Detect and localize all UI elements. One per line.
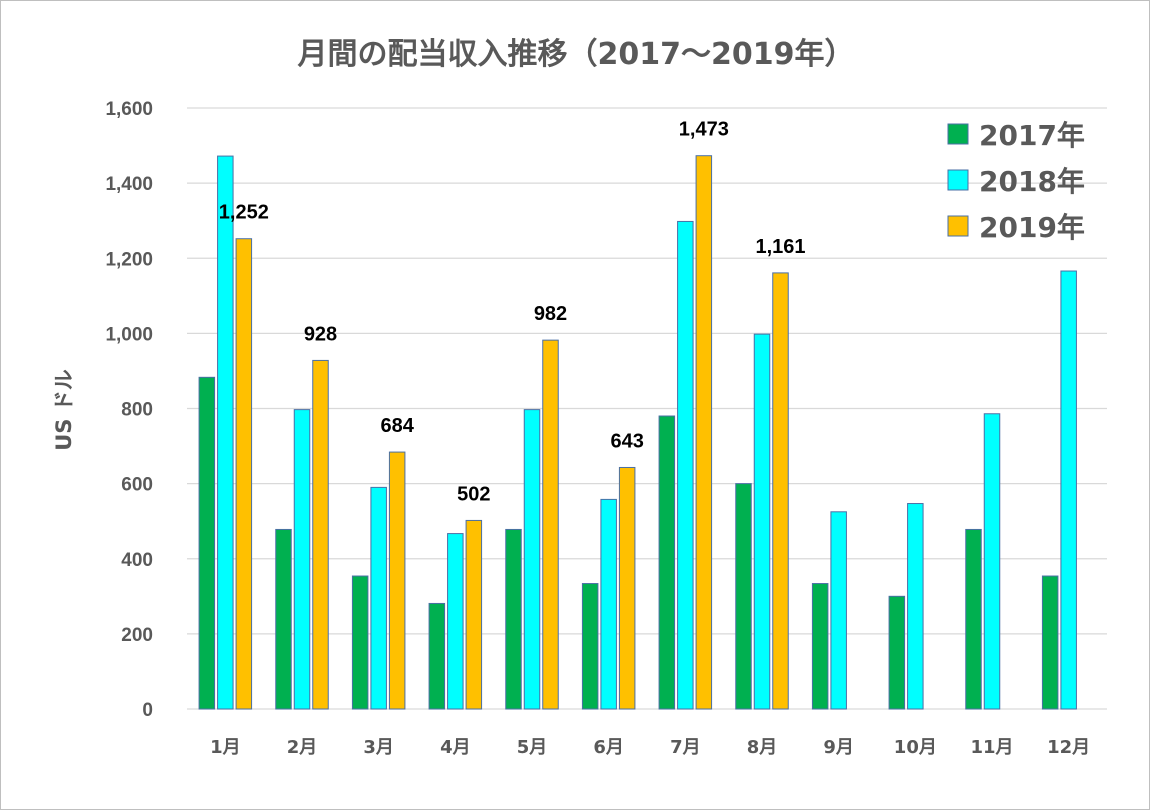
bar	[217, 155, 234, 710]
bar	[753, 333, 771, 710]
x-tick-label: 11月	[970, 737, 1013, 758]
data-labels: 1,252 928 684 502 982 643 1,473 1,161	[219, 119, 806, 506]
bar	[312, 359, 329, 710]
x-tick-label: 10月	[894, 737, 937, 758]
bar	[235, 238, 253, 710]
x-tick-label: 1月	[210, 737, 241, 758]
bar	[888, 595, 906, 710]
data-label: 1,252	[219, 202, 269, 224]
y-tick-label: 1,600	[105, 99, 153, 120]
bar	[830, 511, 847, 710]
x-tick-label: 7月	[670, 737, 701, 758]
legend-swatch	[947, 215, 969, 237]
x-tick-label: 12月	[1047, 737, 1090, 758]
y-tick-label: 400	[121, 550, 153, 571]
bar	[447, 533, 464, 710]
x-tick-label: 2月	[287, 737, 318, 758]
bar	[581, 583, 599, 710]
x-tick-label: 6月	[593, 737, 624, 758]
data-label: 982	[534, 303, 567, 325]
y-tick-label: 0	[142, 700, 153, 721]
x-tick-label: 8月	[747, 737, 778, 758]
bar	[677, 220, 694, 710]
bar	[735, 483, 752, 710]
bar	[965, 528, 982, 710]
y-tick-label: 1,000	[105, 324, 153, 345]
legend-label: 2018年	[979, 165, 1085, 198]
y-axis-ticks: 0 200 400 600 800 1,000 1,200 1,400 1,600	[105, 99, 153, 721]
bar	[772, 272, 789, 710]
legend-swatch	[947, 169, 969, 191]
bar	[811, 583, 829, 710]
bar	[505, 528, 522, 710]
bar	[1041, 575, 1059, 710]
legend-label: 2019年	[979, 211, 1085, 244]
bar	[465, 519, 483, 710]
bar	[600, 498, 617, 710]
gridlines	[187, 107, 1107, 710]
legend: 2017年 2018年 2019年	[947, 119, 1085, 244]
bar	[542, 339, 559, 710]
x-tick-label: 9月	[823, 737, 854, 758]
bar	[370, 486, 387, 710]
bar	[983, 413, 1001, 710]
bars	[198, 155, 1077, 710]
data-label: 502	[457, 483, 490, 505]
bar	[695, 155, 713, 710]
legend-swatch	[947, 123, 969, 145]
y-tick-label: 1,400	[105, 174, 153, 195]
bar	[293, 409, 311, 710]
x-tick-label: 5月	[517, 737, 548, 758]
x-axis-ticks: 1月 2月 3月 4月 5月 6月 7月 8月 9月 10月 11月 12月	[210, 737, 1090, 758]
data-label: 1,161	[755, 236, 805, 258]
chart-title: 月間の配当収入推移（2017〜2019年）	[298, 37, 855, 72]
bar	[523, 409, 541, 710]
x-tick-label: 3月	[363, 737, 394, 758]
bar	[658, 415, 676, 710]
bar	[351, 575, 369, 710]
data-label: 643	[610, 430, 643, 452]
y-tick-label: 800	[121, 400, 153, 421]
data-label: 1,473	[679, 119, 729, 141]
bar	[428, 602, 446, 710]
bar	[618, 466, 636, 710]
legend-label: 2017年	[979, 119, 1085, 152]
data-label: 928	[304, 323, 337, 345]
bar	[275, 528, 292, 710]
bar	[198, 376, 216, 710]
data-label: 684	[380, 415, 414, 437]
bar	[388, 451, 406, 710]
bar	[907, 503, 924, 710]
y-tick-label: 600	[121, 475, 153, 496]
x-tick-label: 4月	[440, 737, 471, 758]
y-axis-label: US ドル	[52, 369, 76, 451]
bar	[1060, 270, 1077, 710]
y-tick-label: 1,200	[105, 249, 153, 270]
y-tick-label: 200	[121, 625, 153, 646]
